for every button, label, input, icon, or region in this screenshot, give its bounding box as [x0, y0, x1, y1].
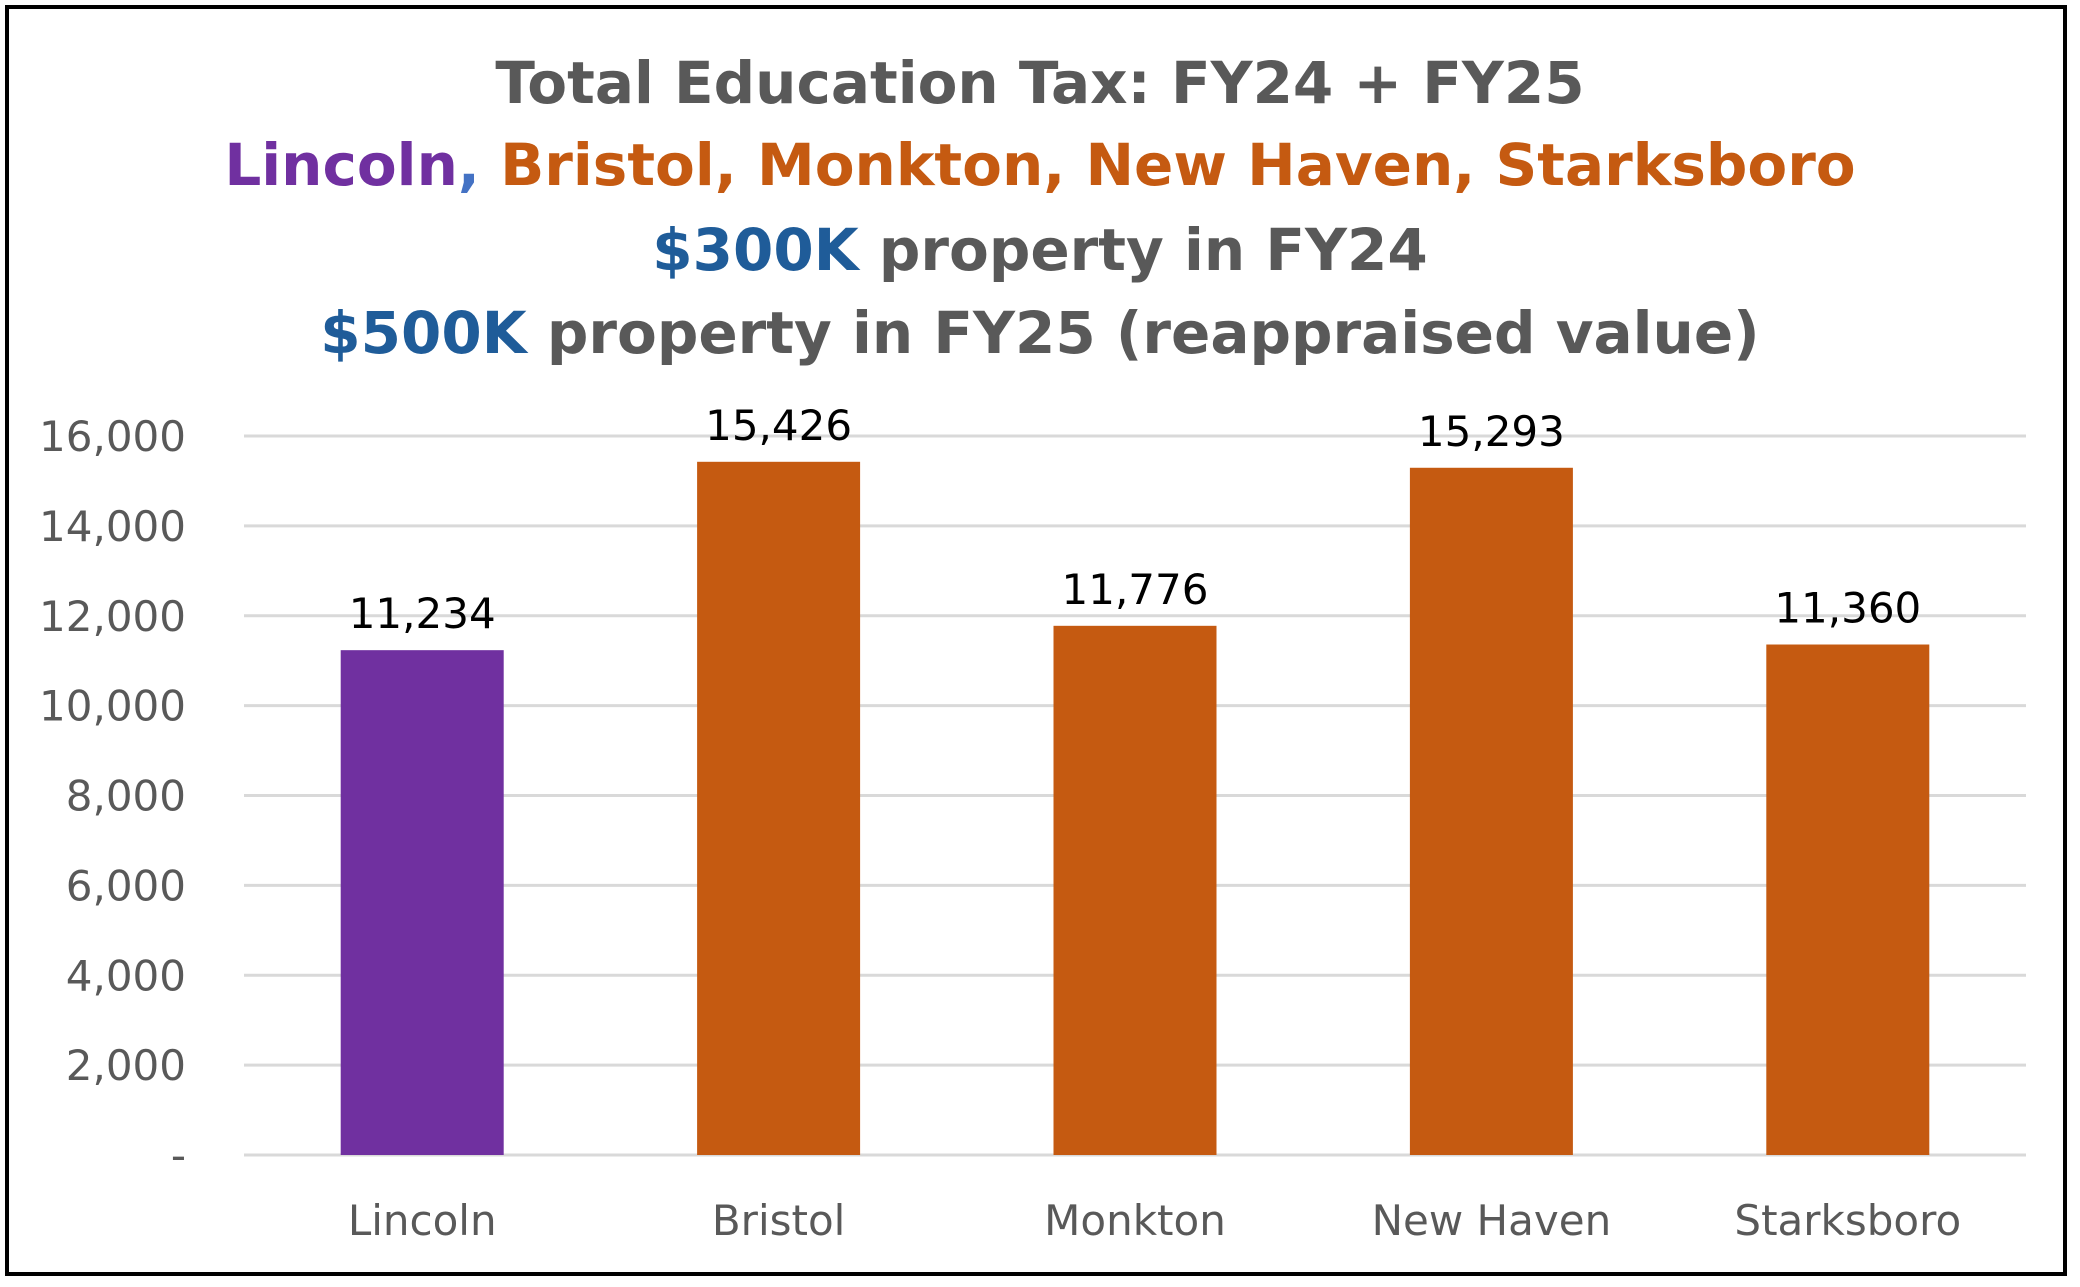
fy25-property-value: $500K: [320, 299, 527, 367]
bars: [340, 461, 1930, 1155]
subtitle-other-towns: Bristol, Monkton, New Haven, Starksboro: [479, 131, 1856, 199]
bar-monkton: [1053, 625, 1217, 1155]
data-label: 11,360: [1774, 584, 1921, 633]
bar-bristol: [697, 461, 861, 1155]
y-tick-label: 4,000: [66, 951, 186, 1000]
chart-subtitle-fy25: $500K property in FY25 (reappraised valu…: [0, 298, 2080, 368]
x-tick-label: Bristol: [712, 1196, 845, 1245]
y-tick-label: 2,000: [66, 1041, 186, 1090]
data-label: 11,234: [349, 589, 496, 638]
x-axis-ticks: Lincoln Bristol Monkton New Haven Starksboro: [348, 1196, 1961, 1245]
data-label: 15,293: [1418, 407, 1565, 456]
data-labels: 11,234 15,426 11,776 15,293 11,360: [349, 401, 1922, 638]
data-label: 15,426: [705, 401, 852, 450]
bar-starksboro: [1766, 644, 1930, 1155]
y-tick-label: 8,000: [66, 772, 186, 821]
fy24-property-value: $300K: [652, 216, 859, 284]
x-tick-label: Lincoln: [348, 1196, 497, 1245]
chart-title: Total Education Tax: FY24 + FY25: [0, 48, 2080, 118]
chart-subtitle-fy24: $300K property in FY24: [0, 215, 2080, 285]
bar-new-haven: [1409, 467, 1573, 1155]
subtitle-lincoln: Lincoln: [224, 131, 458, 199]
y-axis-ticks: - 2,000 4,000 6,000 8,000 10,000 12,000 14,000 1…: [39, 412, 186, 1180]
y-tick-label: 12,000: [39, 592, 186, 641]
x-tick-label: Starksboro: [1734, 1196, 1961, 1245]
y-tick-label: 6,000: [66, 861, 186, 910]
y-tick-label: 10,000: [39, 682, 186, 731]
data-label: 11,776: [1062, 565, 1209, 614]
x-tick-label: Monkton: [1044, 1196, 1226, 1245]
y-tick-label: 16,000: [39, 412, 186, 461]
bar-lincoln: [340, 650, 504, 1155]
x-tick-label: New Haven: [1372, 1196, 1612, 1245]
y-tick-label: -: [171, 1131, 186, 1180]
y-tick-label: 14,000: [39, 502, 186, 551]
title-line-1: Total Education Tax: FY24 + FY25: [495, 49, 1585, 117]
fy25-property-text: property in FY25 (reappraised value): [526, 299, 1760, 367]
chart-subtitle-towns: Lincoln, Bristol, Monkton, New Haven, St…: [0, 130, 2080, 200]
subtitle-comma: ,: [457, 131, 480, 199]
fy24-property-text: property in FY24: [858, 216, 1428, 284]
